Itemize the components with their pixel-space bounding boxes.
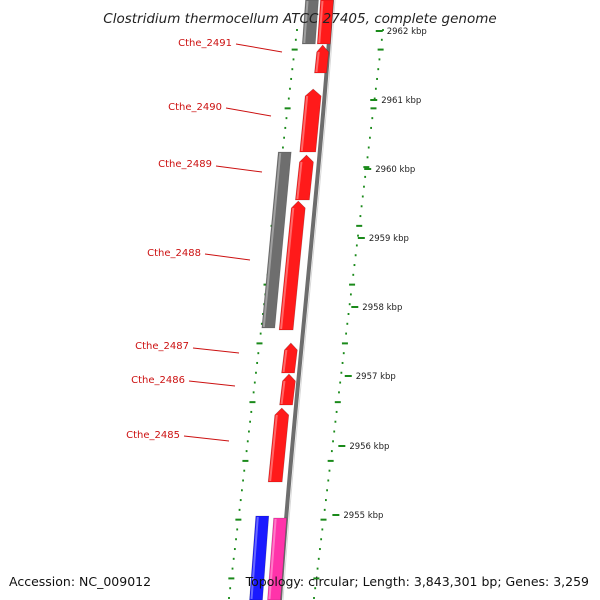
position-tick-label: 2958 kbp — [362, 303, 402, 313]
forward-gene-block — [314, 44, 329, 74]
gene-label-leader — [235, 43, 283, 53]
reverse-gene-block — [301, 0, 319, 45]
forward-gene-block — [267, 407, 290, 483]
position-tick-label: 2955 kbp — [343, 511, 383, 521]
forward-gene-block-highlight — [280, 380, 286, 405]
blue-feature-block — [249, 515, 270, 600]
gene-label-leader — [183, 435, 230, 442]
forward-gene-block — [295, 154, 314, 201]
gene-label: Cthe_2489 — [158, 159, 212, 170]
gene-label-leader — [188, 380, 236, 387]
reverse-gene-block-highlight — [262, 152, 282, 328]
position-tick-label: 2962 kbp — [387, 27, 427, 37]
gene-labels: Cthe_2491 Cthe_2490 Cthe_2489 Cthe_2488 Cthe… — [126, 38, 283, 442]
forward-gene-block-highlight — [315, 51, 320, 73]
gene-label-leader — [215, 165, 263, 173]
gene-label: Cthe_2491 — [178, 38, 232, 49]
gc-skew-outer-ring — [313, 29, 384, 599]
position-tick-label: 2957 kbp — [356, 372, 396, 382]
gene-label: Cthe_2485 — [126, 430, 180, 441]
forward-gene-block-highlight — [300, 95, 309, 152]
map-title: Clostridium thermocellum ATCC 27405, com… — [103, 11, 496, 27]
reverse-gene-block — [261, 151, 292, 329]
position-tick-label: 2956 kbp — [349, 442, 389, 452]
gene-label: Cthe_2487 — [135, 341, 189, 352]
gene-label-leader — [204, 253, 251, 261]
gene-label: Cthe_2486 — [131, 375, 185, 386]
feature-track — [249, 0, 334, 600]
position-tick-label: 2961 kbp — [381, 96, 421, 106]
forward-gene-block — [279, 373, 296, 406]
forward-gene-block — [281, 342, 298, 374]
forward-gene-block-highlight — [318, 0, 324, 44]
pink-feature-block — [267, 517, 287, 600]
pink-feature-block-highlight — [268, 518, 277, 600]
position-ticks: 2962 kbp 2961 kbp 2960 kbp 2959 kbp 2958 kbp… — [332, 27, 427, 521]
position-tick-label: 2959 kbp — [369, 234, 409, 244]
forward-gene-block-highlight — [269, 414, 278, 482]
blue-feature-block-highlight — [250, 516, 259, 600]
position-tick-label: 2960 kbp — [375, 165, 415, 175]
forward-gene-block — [316, 0, 334, 45]
forward-gene-block — [278, 200, 306, 331]
accession-text: Accession: NC_009012 — [9, 574, 151, 589]
reverse-gene-block-highlight — [303, 0, 309, 44]
forward-gene-block-highlight — [280, 207, 295, 330]
genome-backbone-highlight — [282, 0, 336, 600]
gene-label: Cthe_2488 — [147, 248, 201, 259]
topology-text: Topology: circular; Length: 3,843,301 bp… — [245, 574, 589, 589]
gene-label: Cthe_2490 — [168, 102, 222, 113]
forward-gene-block-highlight — [296, 161, 303, 200]
gene-label-leader — [225, 107, 272, 117]
forward-gene-block — [299, 88, 322, 153]
gene-label-leader — [192, 347, 240, 354]
forward-gene-block-highlight — [282, 349, 288, 373]
